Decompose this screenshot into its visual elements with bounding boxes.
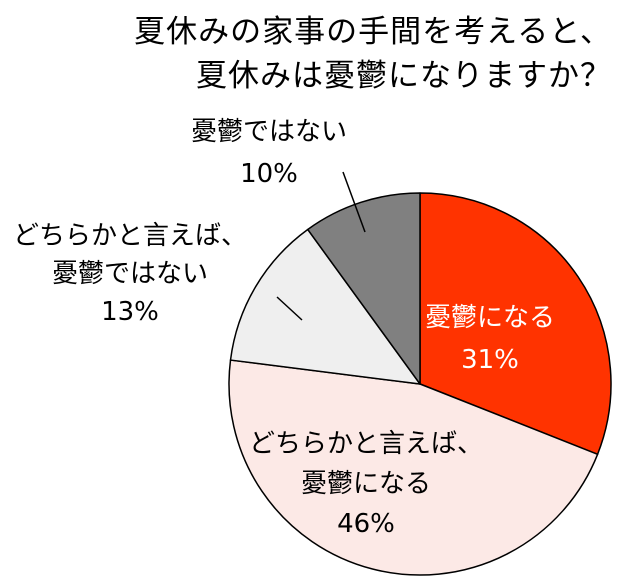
- slice-value-label-0: 31%: [461, 345, 519, 375]
- leader-line-3: [342, 171, 366, 233]
- slice-label-2-line-1: 憂鬱ではない: [52, 259, 208, 289]
- slice-label-1-line-1: 憂鬱になる: [301, 469, 431, 499]
- slice-value-label-1: 46%: [337, 509, 395, 539]
- pie-slice-1: [228, 359, 599, 576]
- slice-label-1-line-0: どちらかと言えば、: [249, 429, 483, 459]
- chart-title-line-2: 夏休みは憂鬱になりますか？: [196, 58, 612, 94]
- pie-slice-3: [306, 192, 421, 385]
- chart-title-line-1: 夏休みの家事の手間を考えると、: [134, 14, 612, 50]
- slice-label-2-line-0: どちらかと言えば、: [13, 221, 247, 251]
- pie-slice-2: [229, 228, 421, 385]
- pie-slice-0: [419, 192, 612, 456]
- slice-value-label-2: 13%: [101, 297, 159, 327]
- slice-value-label-3: 10%: [240, 159, 298, 189]
- slice-label-0-line-0: 憂鬱になる: [425, 303, 555, 333]
- leader-line-2: [276, 296, 303, 321]
- slice-label-3-line-0: 憂鬱ではない: [191, 117, 347, 147]
